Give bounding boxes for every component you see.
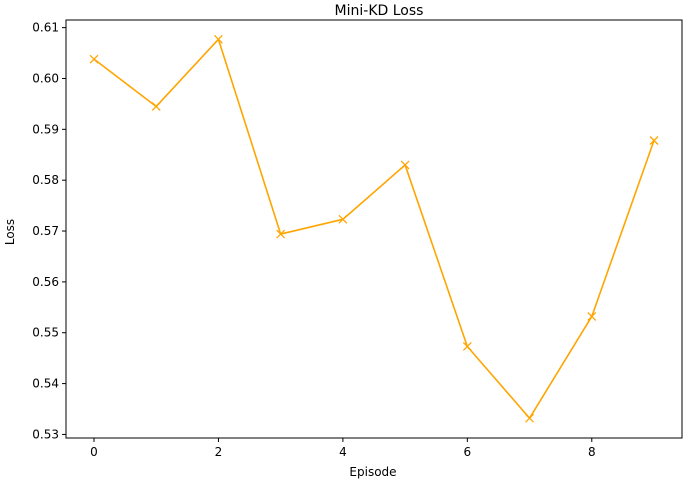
y-tick-label: 0.55 (32, 326, 59, 340)
data-point (462, 342, 472, 351)
y-tick-label: 0.58 (32, 173, 59, 187)
data-point (400, 160, 410, 170)
x-tick-label: 0 (90, 445, 98, 459)
data-point (151, 101, 161, 111)
y-tick-label: 0.61 (32, 21, 59, 35)
y-tick-label: 0.54 (32, 377, 59, 391)
y-axis: 0.53 0.54 0.55 0.56 0.57 0.58 0.59 0.60 0.61 (32, 21, 66, 441)
x-tick-label: 6 (464, 445, 472, 459)
y-tick-label: 0.59 (32, 122, 59, 136)
data-point (213, 34, 223, 44)
data-point (338, 214, 348, 224)
plot-area (65, 19, 683, 439)
y-tick-label: 0.57 (32, 224, 59, 238)
y-tick-label: 0.60 (32, 71, 59, 85)
x-tick-label: 4 (339, 445, 347, 459)
x-tick-label: 8 (588, 445, 596, 459)
series-layer (89, 34, 659, 423)
x-tick-label: 2 (215, 445, 223, 459)
series-line (93, 38, 655, 419)
data-point (525, 413, 535, 423)
x-axis-label: Episode (349, 465, 396, 479)
plot-frame (65, 19, 683, 439)
y-tick-label: 0.56 (32, 275, 59, 289)
data-point (276, 229, 286, 239)
y-tick-label: 0.53 (32, 427, 59, 441)
data-point (649, 136, 659, 145)
chart-title: Mini-KD Loss (335, 3, 424, 19)
data-point (89, 54, 99, 64)
data-point (587, 312, 597, 321)
y-axis-label: Loss (3, 219, 17, 245)
x-axis: 0 2 4 6 8 (90, 438, 596, 459)
